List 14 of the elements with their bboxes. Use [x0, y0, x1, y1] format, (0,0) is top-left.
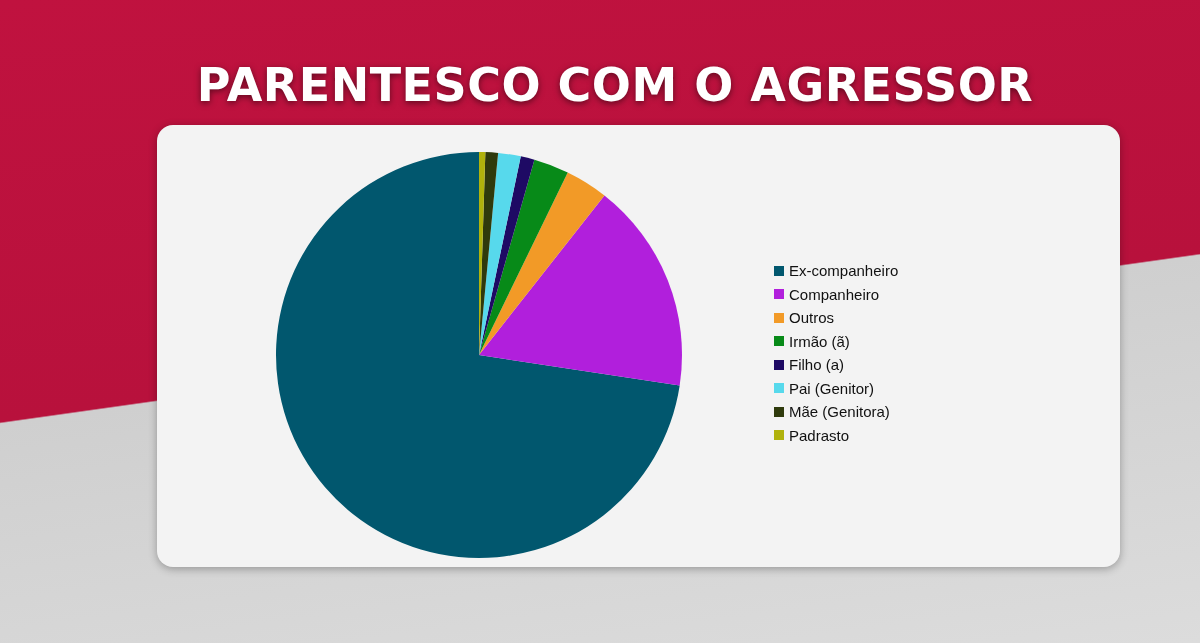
- chart-title: PARENTESCO COM O AGRESSOR: [195, 58, 1035, 112]
- pie-slice: [276, 152, 680, 558]
- pie-slice: [479, 172, 605, 355]
- legend-label: Companheiro: [789, 285, 880, 303]
- pie-slice: [479, 195, 682, 386]
- legend-label: Pai (Genitor): [789, 379, 875, 397]
- legend-label: Irmão (ã): [789, 332, 850, 350]
- legend-label: Mãe (Genitora): [789, 403, 890, 421]
- pie-slice: [479, 159, 568, 355]
- pie-slice: [479, 152, 521, 355]
- legend-label: Padrasto: [789, 426, 850, 444]
- legend-label: Filho (a): [789, 356, 845, 374]
- legend-label: Ex-companheiro: [789, 262, 899, 280]
- legend-label: Outros: [789, 309, 835, 327]
